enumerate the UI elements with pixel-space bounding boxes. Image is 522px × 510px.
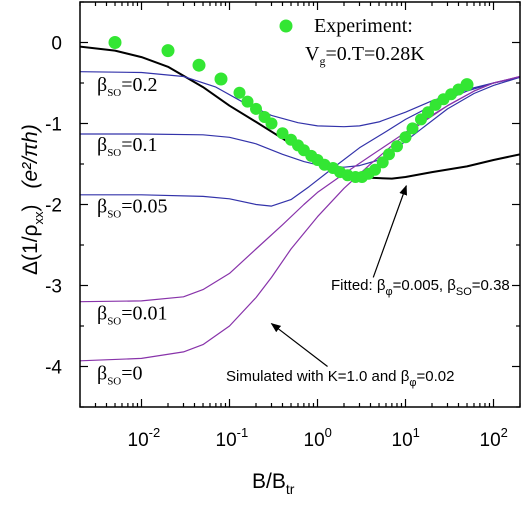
legend-condition: Vg=0.T=0.28K (305, 43, 425, 68)
x-axis-title: B/Btr (252, 470, 295, 497)
experiment-point (276, 127, 289, 140)
experiment-point (214, 72, 228, 86)
curve-labels: βSO=0.2 βSO=0.1 βSO=0.05 βSO=0.01 βSO=0 (97, 74, 168, 387)
experiment-point (460, 78, 474, 92)
experiment-point (265, 117, 278, 130)
experiment-point (233, 86, 246, 99)
sim-curve-4 (80, 75, 520, 303)
curve-label: βSO=0.01 (97, 303, 168, 328)
curve-label: βSO=0.2 (97, 74, 158, 99)
y-axis-title: Δ(1/ρxx)(e²/πh) (19, 124, 46, 275)
y-tick-label: -2 (45, 196, 62, 217)
simulated-annotation: Simulated with K=1.0 and βφ=0.02 (226, 368, 454, 389)
curve-label: βSO=0 (97, 362, 143, 387)
experiment-point (192, 58, 206, 72)
experiment-point (391, 140, 403, 153)
experiment-point (383, 148, 395, 161)
x-tick-label: 10-2 (128, 425, 161, 451)
fit-curve (80, 45, 520, 180)
experiment-points (108, 36, 474, 183)
simulated-arrow (270, 322, 328, 367)
experiment-point (422, 106, 434, 119)
y-tick-label: -1 (45, 115, 62, 136)
legend-marker (279, 19, 293, 33)
axis-ticks (79, 1, 521, 408)
experiment-point (241, 95, 254, 108)
annotations: Fitted: βφ=0.005, βSO=0.38 Simulated wit… (226, 184, 510, 389)
experiment-point (161, 44, 175, 58)
experiment-point (406, 122, 419, 135)
sim-curve-2 (80, 76, 520, 168)
y-tick-label: -3 (45, 277, 62, 298)
x-tick-label: 100 (304, 425, 332, 451)
sim-curve-5 (80, 75, 520, 362)
curve-label: βSO=0.05 (97, 196, 168, 221)
experiment-point (108, 36, 122, 49)
fitted-arrow (372, 184, 407, 278)
legend: Experiment: Vg=0.T=0.28K (279, 15, 425, 68)
axis-tick-labels: 10-2 10-1 100 101 102 0 -1 -2 -3 -4 (45, 34, 508, 452)
x-tick-label: 101 (392, 425, 420, 451)
fitted-annotation: Fitted: βφ=0.005, βSO=0.38 (331, 277, 510, 298)
experiment-point (376, 156, 389, 169)
experiment-point (369, 163, 381, 176)
svg-text:Δ(1/ρxx)(e²/πh): Δ(1/ρxx)(e²/πh) (19, 124, 46, 275)
x-tick-label: 10-1 (216, 425, 249, 451)
y-tick-label: 0 (51, 34, 62, 55)
legend-label: Experiment: (314, 15, 413, 37)
experiment-point (399, 131, 412, 144)
curve-label: βSO=0.1 (97, 134, 158, 159)
experiment-point (250, 102, 262, 115)
x-tick-label: 102 (480, 425, 508, 451)
y-tick-label: -4 (45, 358, 62, 379)
